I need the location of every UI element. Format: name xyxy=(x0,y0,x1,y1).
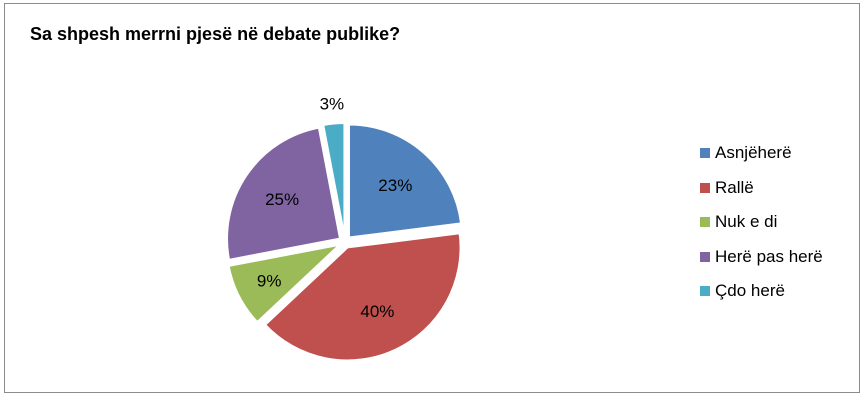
legend-swatch xyxy=(700,217,710,227)
chart-title: Sa shpesh merrni pjesë në debate publike… xyxy=(30,24,401,44)
data-label-asnjehere: 23% xyxy=(378,176,412,195)
legend-swatch xyxy=(700,286,710,296)
legend-swatch xyxy=(700,148,710,158)
legend-label: Çdo herë xyxy=(715,281,785,300)
pie-slice-here-pas-here xyxy=(226,126,342,261)
legend-swatch xyxy=(700,251,710,262)
data-label-cdo-here: 3% xyxy=(320,94,345,113)
legend: Asnjëherë Rallë Nuk e di Herë pas herë Çdo h… xyxy=(700,143,823,316)
legend-item-here-pas-here: Herë pas herë xyxy=(700,247,823,267)
legend-item-nuk-e-di: Nuk e di xyxy=(700,212,823,232)
legend-item-asnjehere: Asnjëherë xyxy=(700,143,823,163)
pie-slice-ralle xyxy=(263,232,462,362)
legend-label: Nuk e di xyxy=(715,212,778,231)
data-label-nuk-e-di: 9% xyxy=(257,272,282,291)
data-label-ralle: 40% xyxy=(360,302,394,321)
pie-slice-nuk-e-di xyxy=(227,243,343,324)
pie-slice-cdo-here xyxy=(322,122,346,237)
legend-item-ralle: Rallë xyxy=(700,178,823,198)
pie-slice-asnjehere xyxy=(347,123,463,239)
legend-label: Asnjëherë xyxy=(715,143,792,162)
legend-label: Herë pas herë xyxy=(715,246,823,266)
legend-label: Rallë xyxy=(715,177,754,197)
data-label-here-pas-here: 25% xyxy=(265,190,299,209)
legend-swatch xyxy=(700,182,710,193)
legend-item-cdo-here: Çdo herë xyxy=(700,281,823,301)
